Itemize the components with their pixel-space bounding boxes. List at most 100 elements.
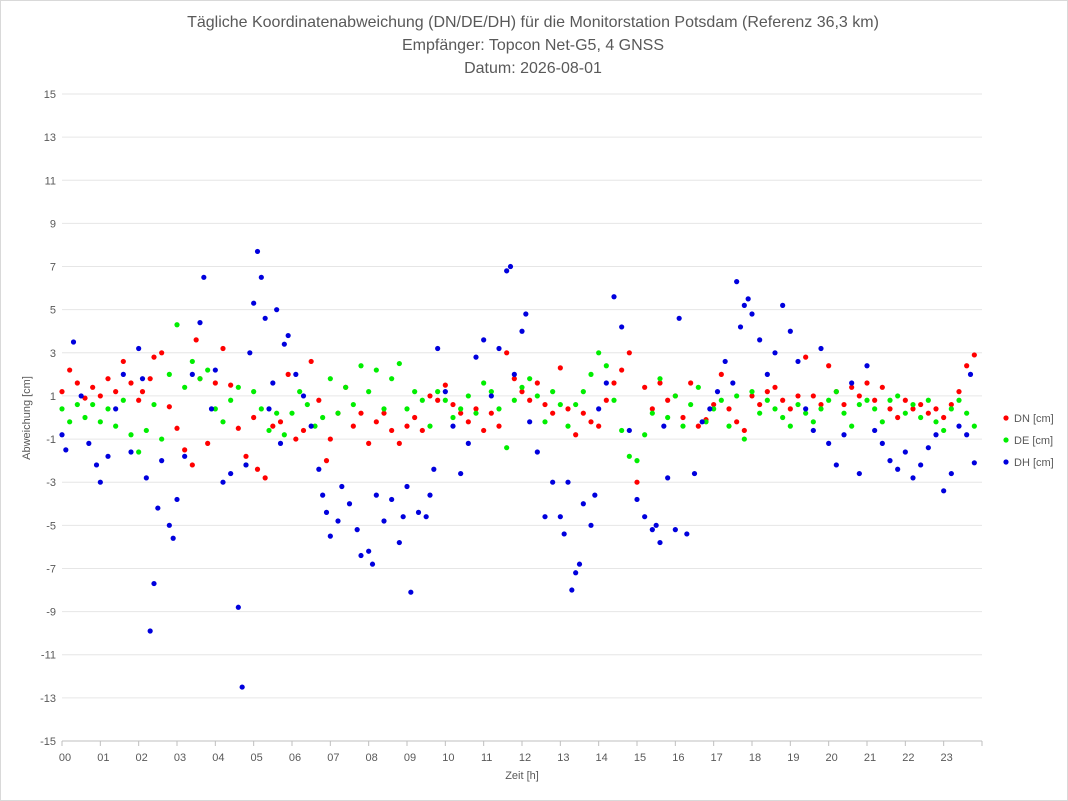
data-point	[872, 427, 878, 434]
legend: DN [cm] DE [cm] DH [cm]	[1003, 413, 1054, 469]
data-point	[293, 436, 299, 442]
gridlines	[61, 93, 983, 746]
data-point	[147, 376, 153, 382]
data-point	[320, 414, 326, 421]
data-point	[373, 492, 379, 498]
data-point	[737, 324, 744, 330]
data-point	[254, 466, 261, 472]
data-point	[711, 406, 717, 412]
data-point	[258, 406, 264, 412]
data-point	[711, 401, 717, 408]
data-point	[228, 397, 234, 403]
data-point	[396, 539, 402, 546]
data-point	[189, 358, 195, 365]
data-point	[327, 376, 333, 382]
data-point	[967, 371, 974, 377]
data-point	[596, 423, 602, 429]
data-point	[895, 393, 901, 399]
data-point	[642, 384, 648, 390]
data-point	[810, 427, 816, 434]
data-point	[293, 371, 299, 377]
data-point	[251, 389, 257, 395]
data-point	[918, 401, 924, 408]
x-tick-label: 17	[711, 752, 723, 764]
data-point	[300, 427, 307, 434]
data-point	[128, 449, 134, 455]
data-point	[97, 419, 103, 425]
data-point	[412, 389, 418, 395]
data-point	[680, 423, 686, 429]
data-point	[849, 384, 855, 390]
data-point	[504, 268, 510, 274]
data-point	[78, 393, 84, 399]
data-point	[59, 432, 65, 438]
data-point	[527, 397, 533, 403]
data-point	[496, 423, 502, 429]
data-point	[741, 436, 747, 442]
data-point	[695, 384, 701, 390]
data-point	[166, 522, 172, 528]
data-point	[335, 518, 341, 524]
data-point	[143, 427, 149, 434]
data-point	[879, 419, 885, 425]
data-point	[281, 432, 287, 438]
data-point	[465, 393, 471, 399]
data-point	[481, 380, 487, 386]
data-point	[289, 410, 295, 416]
data-point	[450, 401, 456, 408]
data-point	[151, 580, 157, 587]
data-point	[573, 570, 579, 576]
data-point	[810, 393, 816, 399]
data-point	[550, 410, 556, 416]
x-tick-label: 15	[634, 752, 646, 764]
x-tick-label: 10	[442, 752, 454, 764]
data-point	[634, 496, 640, 503]
data-point	[220, 419, 226, 425]
y-tick-label: -7	[46, 563, 56, 575]
x-tick-label: 14	[596, 752, 608, 764]
data-point	[707, 406, 713, 412]
data-point	[611, 294, 617, 300]
data-point	[841, 401, 847, 408]
data-point	[741, 427, 747, 434]
y-tick-label: 11	[45, 175, 56, 187]
data-point	[956, 389, 962, 395]
data-point	[404, 423, 410, 429]
data-point	[561, 531, 567, 537]
data-point	[841, 432, 847, 438]
data-point	[757, 337, 763, 343]
data-point	[120, 397, 126, 403]
data-point	[688, 380, 694, 386]
data-point	[902, 410, 908, 416]
data-point	[588, 522, 594, 528]
x-tick-label: 11	[481, 752, 492, 764]
data-point	[496, 406, 502, 412]
data-point	[339, 483, 345, 490]
data-point	[956, 397, 962, 403]
data-point	[312, 423, 318, 429]
data-point	[772, 384, 778, 390]
data-point	[780, 414, 786, 421]
data-point	[941, 427, 947, 434]
data-point	[818, 401, 824, 408]
data-point	[473, 406, 479, 412]
data-point	[772, 350, 778, 356]
data-point	[833, 462, 839, 468]
data-point	[327, 533, 333, 539]
data-point	[864, 397, 870, 403]
data-point	[404, 406, 410, 412]
data-point	[864, 380, 870, 386]
data-point	[787, 328, 793, 334]
data-point	[189, 462, 195, 468]
data-point	[592, 492, 598, 498]
data-point	[596, 350, 602, 356]
data-point	[139, 376, 146, 382]
data-point	[818, 406, 824, 412]
data-point	[228, 382, 234, 388]
data-point	[749, 389, 755, 395]
y-tick-label: -3	[46, 477, 56, 489]
data-point	[408, 589, 414, 595]
data-point	[105, 376, 111, 382]
data-point	[465, 440, 471, 446]
data-point	[458, 406, 464, 412]
